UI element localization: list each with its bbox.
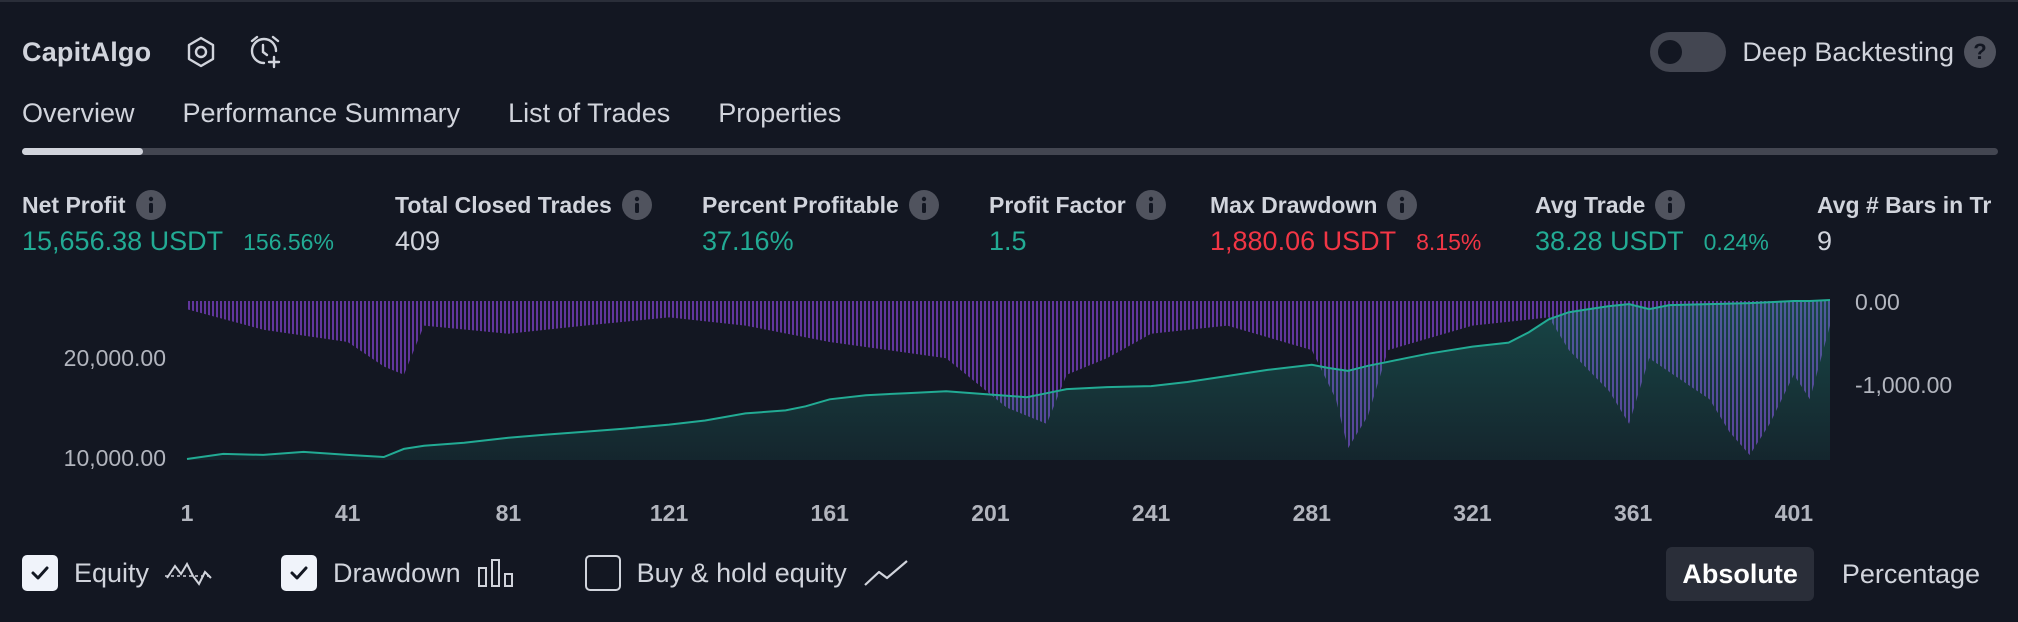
metric-percent: 156.56% <box>243 229 334 255</box>
metric-total-closed-trades: Total Closed Trades 409 <box>395 190 652 257</box>
metric-max-drawdown: Max Drawdown 1,880.06 USDT 8.15% <box>1210 190 1481 257</box>
metric-label: Avg # Bars in Tr <box>1817 191 1992 218</box>
display-mode-switch: Absolute Percentage <box>1666 547 1996 601</box>
x-tick-label: 41 <box>334 500 361 526</box>
top-divider <box>0 0 2018 2</box>
x-tick-label: 81 <box>495 500 522 526</box>
x-tick-label: 201 <box>971 500 1010 526</box>
metric-label: Profit Factor <box>989 191 1126 218</box>
metric-value: 1,880.06 USDT <box>1210 226 1397 256</box>
buy-hold-checkbox[interactable] <box>584 555 621 591</box>
tab-overview[interactable]: Overview <box>22 98 135 128</box>
y-axis-left-label: 10,000.00 <box>63 445 166 471</box>
legend-buy-hold[interactable]: Buy & hold equity <box>584 555 909 591</box>
legend-drawdown-label: Drawdown <box>333 557 461 588</box>
x-tick-label: 401 <box>1774 500 1814 526</box>
info-icon[interactable] <box>1655 190 1686 220</box>
alarm-add-icon[interactable] <box>245 32 285 72</box>
metric-label: Percent Profitable <box>702 191 899 218</box>
y-axis-right-label: -1,000.00 <box>1855 372 1953 398</box>
equity-area <box>187 300 1830 460</box>
info-icon[interactable] <box>621 190 652 220</box>
y-axis-right-label: 0.00 <box>1855 289 1900 315</box>
x-tick-label: 1 <box>180 500 194 526</box>
x-tick-label: 281 <box>1292 500 1331 526</box>
x-tick-label: 241 <box>1131 500 1171 526</box>
x-tick-label: 121 <box>649 500 689 526</box>
drawdown-area <box>187 301 1830 455</box>
legend-equity-label: Equity <box>74 557 150 588</box>
metric-value: 9 <box>1817 226 1833 256</box>
metrics-row: Net Profit 15,656.38 USDT 156.56% Total C… <box>0 190 2018 260</box>
equity-drawdown-chart[interactable] <box>0 295 2018 535</box>
settings-hex-icon[interactable] <box>181 32 221 72</box>
legend-drawdown[interactable]: Drawdown <box>281 555 517 591</box>
buy-hold-line-icon <box>863 558 909 588</box>
metric-avg-bars-in-trade: Avg # Bars in Tr 9 <box>1817 190 1991 257</box>
series-legend: Equity Drawdown Buy & hold equity <box>22 553 977 593</box>
y-axis-left-label: 20,000.00 <box>63 345 166 371</box>
info-icon[interactable] <box>908 190 939 220</box>
metric-label: Net Profit <box>22 191 126 218</box>
metric-profit-factor: Profit Factor 1.5 <box>989 190 1166 257</box>
metric-label: Total Closed Trades <box>395 191 612 218</box>
metric-value: 1.5 <box>989 226 1027 256</box>
metric-label: Avg Trade <box>1535 191 1646 218</box>
metric-value: 409 <box>395 226 441 256</box>
x-tick-label: 161 <box>810 500 849 526</box>
x-tick-label: 361 <box>1613 500 1653 526</box>
metric-percent: 0.24% <box>1703 229 1769 255</box>
metric-value: 15,656.38 USDT <box>22 226 224 256</box>
drawdown-bars-icon <box>477 558 517 588</box>
metric-percent: 8.15% <box>1416 229 1482 255</box>
tab-performance-summary[interactable]: Performance Summary <box>182 98 461 128</box>
help-icon[interactable]: ? <box>1964 36 1996 68</box>
tab-active-indicator <box>22 148 143 155</box>
metric-label: Max Drawdown <box>1210 191 1378 218</box>
mode-absolute-button[interactable]: Absolute <box>1666 547 1814 601</box>
info-icon[interactable] <box>1135 190 1166 220</box>
equity-line-icon <box>165 556 214 590</box>
legend-equity[interactable]: Equity <box>22 555 214 591</box>
strategy-header: CapitAlgo <box>22 30 285 74</box>
info-icon[interactable] <box>1387 190 1418 220</box>
tab-scroll-track[interactable] <box>22 148 1998 155</box>
metric-value: 37.16% <box>702 226 794 256</box>
info-icon[interactable] <box>135 190 166 220</box>
metric-avg-trade: Avg Trade 38.28 USDT 0.24% <box>1535 190 1769 257</box>
x-tick-label: 321 <box>1453 500 1492 526</box>
deep-backtesting-label: Deep Backtesting <box>1742 36 1954 67</box>
tab-list-of-trades[interactable]: List of Trades <box>508 98 671 128</box>
toggle-knob <box>1658 40 1683 64</box>
deep-backtesting-toggle[interactable] <box>1650 32 1727 72</box>
tab-properties[interactable]: Properties <box>718 98 842 128</box>
metric-percent-profitable: Percent Profitable 37.16% <box>702 190 939 257</box>
drawdown-checkbox[interactable] <box>281 555 318 591</box>
deep-backtesting: Deep Backtesting ? <box>1650 32 1996 72</box>
mode-percentage-button[interactable]: Percentage <box>1841 558 1980 589</box>
metric-net-profit: Net Profit 15,656.38 USDT 156.56% <box>22 190 334 257</box>
equity-line <box>186 299 1831 460</box>
equity-checkbox[interactable] <box>22 555 58 591</box>
legend-buy-hold-label: Buy & hold equity <box>636 557 847 588</box>
metric-value: 38.28 USDT <box>1535 226 1684 256</box>
tab-bar: Overview Performance Summary List of Tra… <box>22 98 889 129</box>
strategy-name: CapitAlgo <box>22 36 152 67</box>
